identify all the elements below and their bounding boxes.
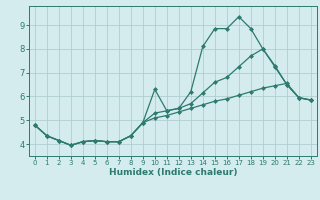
X-axis label: Humidex (Indice chaleur): Humidex (Indice chaleur) bbox=[108, 168, 237, 177]
